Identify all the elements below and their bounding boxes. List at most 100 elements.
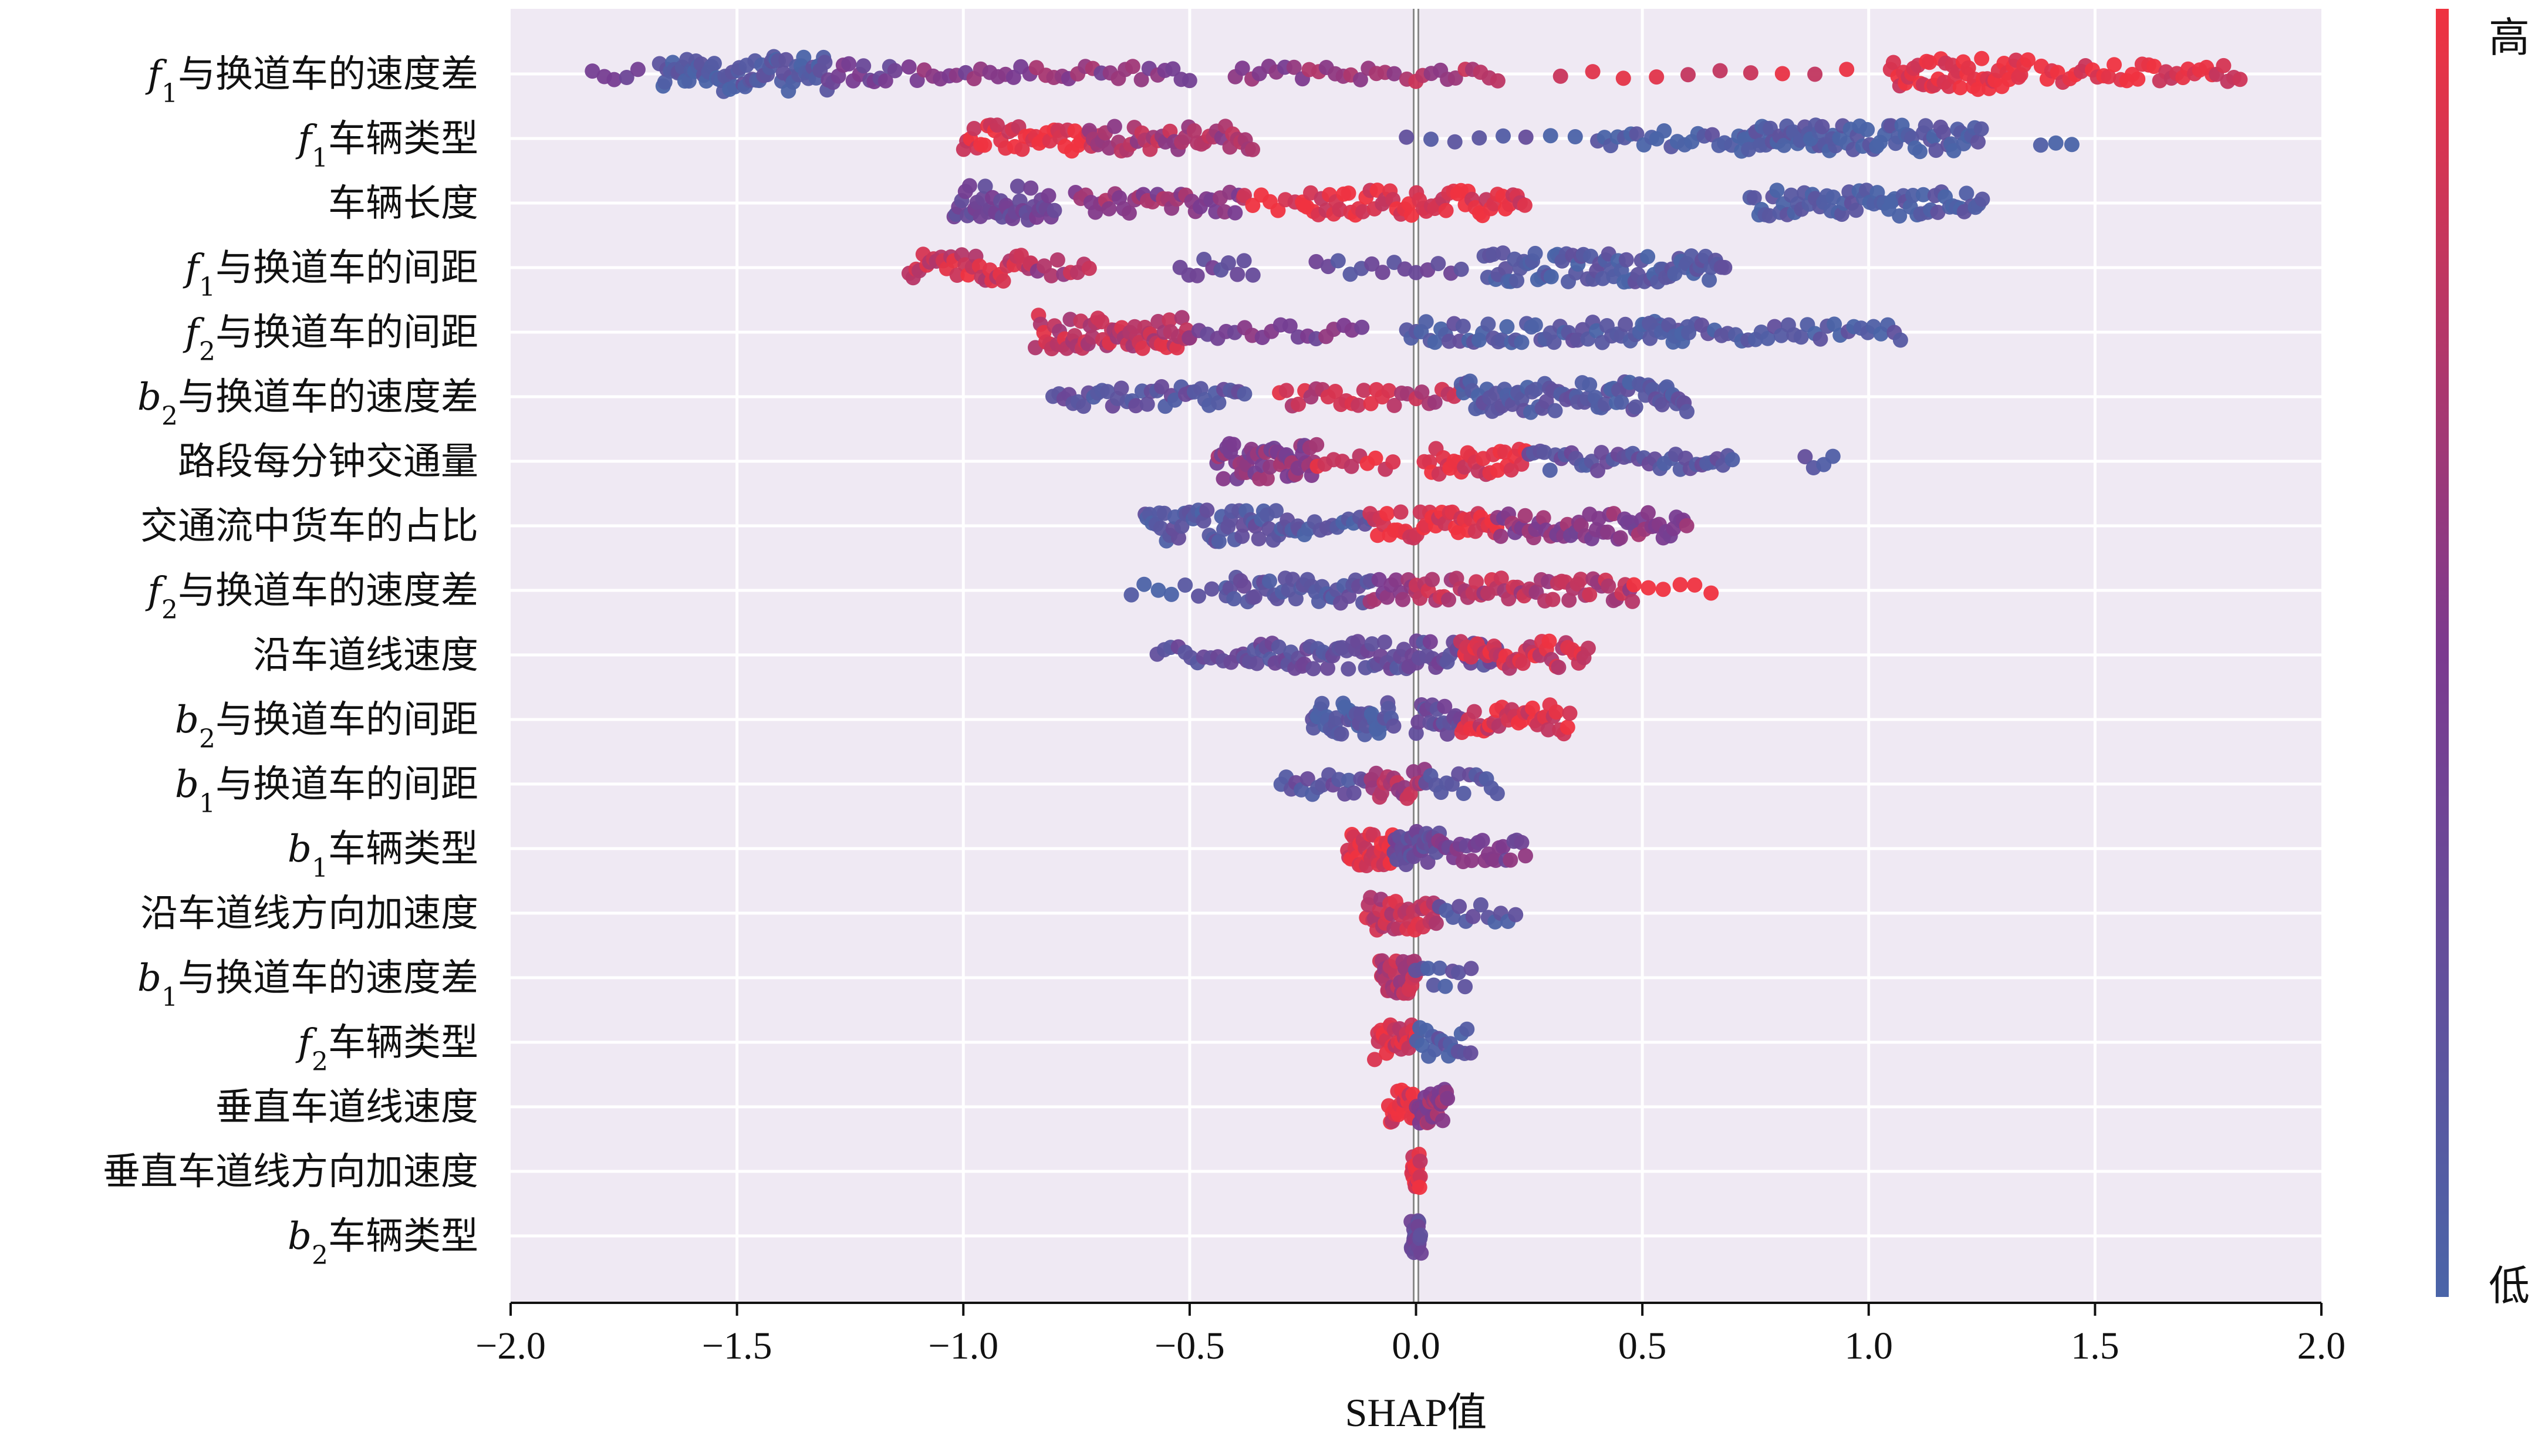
- shap-point: [1527, 317, 1543, 333]
- feature-label: b1与换道车的速度差: [137, 957, 478, 1012]
- shap-point: [1514, 835, 1530, 850]
- x-tick-label: −0.5: [1155, 1325, 1225, 1367]
- shap-point: [1582, 377, 1598, 393]
- feature-label-sub: 1: [161, 982, 178, 1012]
- shap-point: [1081, 261, 1097, 276]
- shap-point: [1408, 265, 1424, 281]
- shap-point: [1457, 979, 1473, 995]
- shap-point: [887, 63, 903, 79]
- shap-point: [1618, 316, 1633, 332]
- shap-point: [1518, 848, 1533, 864]
- shap-point: [1014, 141, 1030, 157]
- feature-label-sub: 1: [199, 272, 215, 302]
- shap-point: [1199, 502, 1215, 518]
- shap-point: [1211, 533, 1227, 549]
- shap-point: [1679, 404, 1695, 420]
- shap-point: [1655, 582, 1671, 597]
- shap-point: [1023, 180, 1039, 196]
- shap-point: [949, 268, 965, 283]
- shap-point: [1474, 833, 1490, 849]
- shap-point: [1186, 123, 1202, 138]
- shap-point: [1439, 726, 1455, 742]
- shap-point: [966, 121, 982, 136]
- shap-point: [1426, 977, 1442, 993]
- x-tick-label: 2.0: [2297, 1325, 2346, 1367]
- feature-label-sub: 1: [199, 789, 215, 819]
- shap-point: [1403, 207, 1419, 223]
- shap-point: [1128, 398, 1144, 414]
- feature-label-text: 车辆类型: [328, 827, 478, 871]
- feature-label-text: 与换道车的间距: [215, 311, 478, 354]
- shap-point: [1547, 403, 1563, 418]
- shap-point: [1629, 126, 1645, 142]
- shap-point: [1163, 586, 1179, 602]
- shap-point: [1368, 450, 1383, 466]
- shap-point: [1430, 256, 1446, 272]
- feature-label: 垂直车道线方向加速度: [103, 1150, 478, 1194]
- shap-point: [796, 49, 812, 65]
- shap-point: [1437, 978, 1453, 994]
- shap-point: [1552, 68, 1568, 84]
- shap-point: [1752, 137, 1768, 153]
- shap-point: [1234, 528, 1250, 544]
- shap-point: [1367, 1052, 1382, 1067]
- feature-label-sub: 1: [161, 79, 178, 109]
- feature-label-sub: 2: [161, 595, 178, 625]
- feature-label-text: 与换道车的速度差: [178, 376, 478, 419]
- shap-point: [1585, 64, 1601, 80]
- shap-point: [1305, 661, 1321, 677]
- shap-point: [2232, 72, 2248, 87]
- shap-point: [1412, 1180, 1427, 1195]
- shap-point: [1425, 572, 1440, 587]
- feature-row-points: [956, 117, 2080, 160]
- shap-point: [1672, 577, 1688, 593]
- feature-label: 车辆长度: [328, 182, 478, 225]
- shap-point: [630, 62, 646, 77]
- shap-point: [1364, 256, 1380, 272]
- feature-row-points: [1028, 308, 1908, 357]
- shap-point: [1717, 259, 1733, 275]
- feature-row-points: [1305, 695, 1578, 742]
- shap-point: [1291, 396, 1306, 412]
- shap-point: [1371, 572, 1387, 587]
- shap-points: [585, 49, 2248, 1261]
- shap-point: [1259, 471, 1275, 487]
- shap-point: [1480, 316, 1496, 332]
- shap-point: [1135, 340, 1150, 356]
- colorbar-low-label: 低: [2489, 1262, 2530, 1310]
- shap-point: [706, 56, 722, 72]
- shap-point: [1413, 1227, 1429, 1243]
- shap-point: [1493, 570, 1509, 586]
- shap-point: [1268, 503, 1284, 519]
- shap-point: [1435, 1113, 1450, 1129]
- feature-label-text: 与换道车的速度差: [178, 569, 478, 613]
- shap-point: [1614, 394, 1629, 410]
- shap-point: [1661, 317, 1677, 333]
- shap-point: [1355, 204, 1371, 219]
- feature-label: f1车辆类型: [295, 117, 478, 173]
- shap-point: [1702, 272, 1717, 288]
- feature-label: 沿车道线方向加速度: [140, 892, 478, 935]
- shap-point: [1489, 786, 1505, 802]
- x-tick-label: −1.0: [928, 1325, 998, 1367]
- shap-point: [1551, 660, 1567, 675]
- feature-label-sub: 2: [312, 1047, 328, 1077]
- shap-point: [1308, 254, 1324, 269]
- shap-point: [1625, 593, 1641, 609]
- shap-point: [1227, 205, 1243, 221]
- shap-point: [585, 63, 600, 79]
- feature-row-points: [1149, 633, 1596, 677]
- shap-point: [1410, 714, 1426, 730]
- shap-point: [1189, 268, 1205, 283]
- feature-label-sub: 2: [161, 401, 178, 431]
- shap-point: [2107, 57, 2122, 73]
- shap-point: [1746, 190, 1762, 206]
- shap-point: [1626, 577, 1642, 593]
- shap-point: [1441, 592, 1456, 607]
- shap-point: [1930, 204, 1946, 220]
- shap-point: [1220, 255, 1236, 271]
- colorbar-high-label: 高: [2489, 13, 2530, 62]
- shap-point: [1123, 587, 1139, 603]
- shap-point: [1885, 55, 1901, 70]
- shap-point: [1354, 319, 1370, 335]
